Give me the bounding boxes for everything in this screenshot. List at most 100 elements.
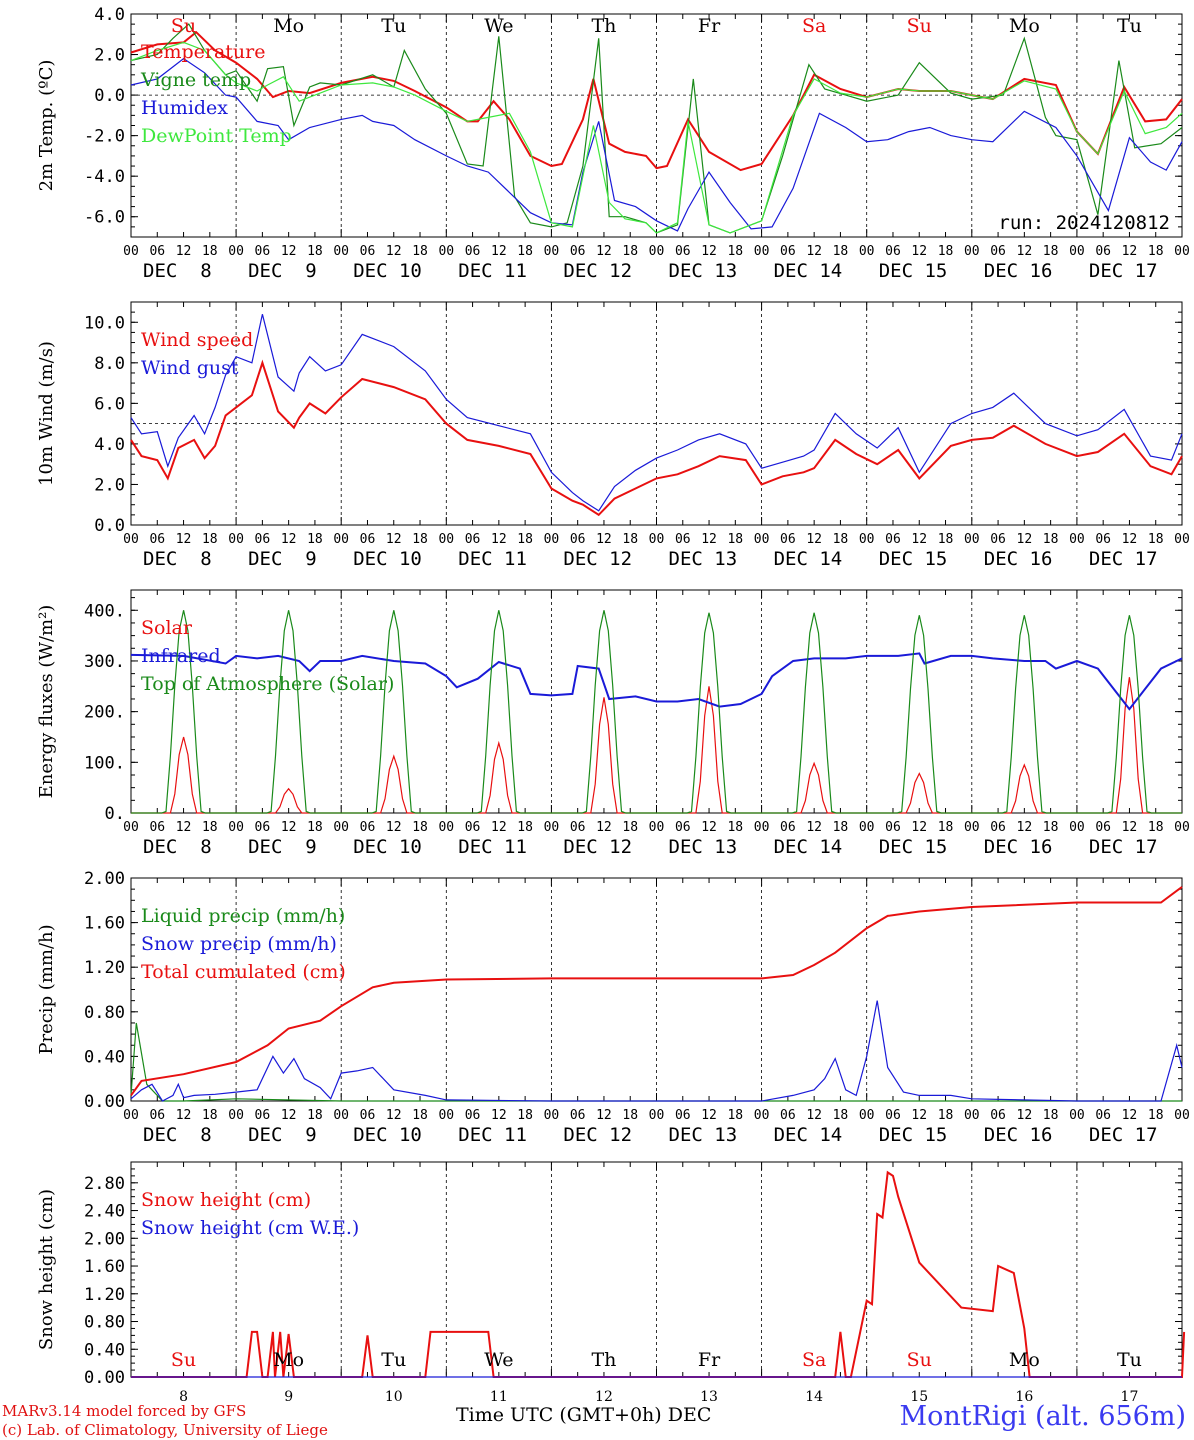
hour-tick-label: 00 bbox=[123, 820, 139, 835]
hour-tick-label: 06 bbox=[990, 820, 1006, 835]
day-number-label: 17 bbox=[1121, 1389, 1139, 1405]
hour-tick-label: 18 bbox=[202, 1108, 218, 1123]
legend-entry: Infrared bbox=[141, 645, 221, 667]
hour-tick-label: 18 bbox=[1043, 532, 1059, 547]
hour-tick-label: 00 bbox=[859, 1108, 875, 1123]
hour-tick-label: 06 bbox=[149, 820, 165, 835]
date-label: DEC 15 bbox=[879, 836, 948, 858]
y-tick-label: -4.0 bbox=[84, 167, 125, 187]
hour-tick-label: 12 bbox=[491, 244, 507, 259]
hour-tick-label: 12 bbox=[806, 1108, 822, 1123]
hour-tick-label: 18 bbox=[412, 1108, 428, 1123]
hour-tick-label: 00 bbox=[228, 820, 244, 835]
hour-tick-label: 18 bbox=[202, 820, 218, 835]
hour-tick-label: 12 bbox=[596, 820, 612, 835]
day-number-label: 12 bbox=[595, 1389, 613, 1405]
date-label: DEC 12 bbox=[563, 1124, 632, 1146]
weekday-label: Mo bbox=[273, 1349, 304, 1371]
hour-tick-label: 18 bbox=[307, 1108, 323, 1123]
hour-tick-label: 06 bbox=[149, 244, 165, 259]
day-number-label: 9 bbox=[284, 1389, 293, 1405]
hour-tick-label: 00 bbox=[1174, 820, 1190, 835]
y-tick-label: 1.60 bbox=[84, 914, 125, 934]
hour-tick-label: 18 bbox=[833, 532, 849, 547]
day-number-label: 16 bbox=[1015, 1389, 1033, 1405]
hour-tick-label: 00 bbox=[123, 532, 139, 547]
date-label: DEC 15 bbox=[879, 1124, 948, 1146]
date-label: DEC 10 bbox=[353, 836, 422, 858]
hour-tick-label: 18 bbox=[1043, 1108, 1059, 1123]
hour-tick-label: 00 bbox=[1174, 244, 1190, 259]
date-label: DEC 11 bbox=[458, 836, 527, 858]
weekday-label: Fr bbox=[698, 15, 721, 37]
weekday-label: Su bbox=[171, 1349, 196, 1371]
y-tick-label: 4.0 bbox=[94, 435, 125, 455]
hour-tick-label: 06 bbox=[675, 820, 691, 835]
legend-entry: Liquid precip (mm/h) bbox=[141, 905, 345, 927]
weekday-label: Sa bbox=[802, 1349, 826, 1371]
hour-tick-label: 12 bbox=[1017, 532, 1033, 547]
hour-tick-label: 00 bbox=[754, 532, 770, 547]
weekday-label: Sa bbox=[802, 15, 826, 37]
hour-tick-label: 12 bbox=[176, 1108, 192, 1123]
hour-tick-label: 00 bbox=[228, 244, 244, 259]
hour-tick-label: 00 bbox=[649, 1108, 665, 1123]
hour-tick-label: 06 bbox=[360, 1108, 376, 1123]
day-number-label: 8 bbox=[179, 1389, 188, 1405]
hour-tick-label: 12 bbox=[1122, 244, 1138, 259]
y-tick-label: 8.0 bbox=[94, 354, 125, 374]
hour-tick-label: 00 bbox=[649, 532, 665, 547]
hour-tick-label: 00 bbox=[438, 820, 454, 835]
hour-tick-label: 06 bbox=[885, 820, 901, 835]
hour-tick-label: 12 bbox=[596, 244, 612, 259]
legend-entry: Wind gust bbox=[141, 357, 239, 379]
y-tick-label: 1.60 bbox=[84, 1257, 125, 1277]
hour-tick-label: 00 bbox=[964, 532, 980, 547]
date-label: DEC 8 bbox=[143, 260, 212, 282]
hour-tick-label: 06 bbox=[675, 532, 691, 547]
hour-tick-label: 00 bbox=[228, 1108, 244, 1123]
weekday-label: Su bbox=[907, 1349, 932, 1371]
hour-tick-label: 18 bbox=[307, 244, 323, 259]
hour-tick-label: 12 bbox=[806, 244, 822, 259]
weekday-label: We bbox=[484, 15, 513, 37]
legend-entry: Wind speed bbox=[141, 329, 253, 351]
date-label: DEC 14 bbox=[774, 260, 843, 282]
day-number-label: 14 bbox=[805, 1389, 823, 1405]
hour-tick-label: 18 bbox=[622, 244, 638, 259]
y-tick-label: 0.00 bbox=[84, 1092, 125, 1112]
hour-tick-label: 12 bbox=[386, 532, 402, 547]
hour-tick-label: 18 bbox=[517, 820, 533, 835]
y-axis-label: Snow height (cm) bbox=[36, 1189, 57, 1350]
hour-tick-label: 12 bbox=[176, 532, 192, 547]
y-tick-label: 400. bbox=[84, 601, 125, 621]
hour-tick-label: 00 bbox=[438, 532, 454, 547]
hour-tick-label: 00 bbox=[544, 1108, 560, 1123]
hour-tick-label: 00 bbox=[859, 532, 875, 547]
hour-tick-label: 12 bbox=[1017, 1108, 1033, 1123]
day-number-label: 13 bbox=[700, 1389, 718, 1405]
y-tick-label: 0.40 bbox=[84, 1047, 125, 1067]
hour-tick-label: 12 bbox=[1122, 820, 1138, 835]
hour-tick-label: 12 bbox=[701, 532, 717, 547]
hour-tick-label: 06 bbox=[780, 244, 796, 259]
series-line-wind-gust bbox=[130, 314, 1183, 512]
y-tick-label: 2.0 bbox=[94, 46, 125, 66]
hour-tick-label: 12 bbox=[596, 1108, 612, 1123]
weekday-label: Th bbox=[591, 1349, 616, 1371]
date-label: DEC 8 bbox=[143, 836, 212, 858]
hour-tick-label: 12 bbox=[176, 244, 192, 259]
date-label: DEC 9 bbox=[248, 1124, 317, 1146]
hour-tick-label: 00 bbox=[544, 244, 560, 259]
hour-tick-label: 00 bbox=[649, 820, 665, 835]
hour-tick-label: 18 bbox=[307, 532, 323, 547]
y-tick-label: 2.40 bbox=[84, 1202, 125, 1222]
hour-tick-label: 18 bbox=[517, 532, 533, 547]
date-label: DEC 13 bbox=[669, 1124, 738, 1146]
plot-frame bbox=[130, 301, 1183, 526]
hour-tick-label: 06 bbox=[255, 532, 271, 547]
date-label: DEC 10 bbox=[353, 548, 422, 570]
y-tick-label: 0. bbox=[105, 804, 125, 824]
hour-tick-label: 12 bbox=[281, 244, 297, 259]
hour-tick-label: 06 bbox=[255, 1108, 271, 1123]
